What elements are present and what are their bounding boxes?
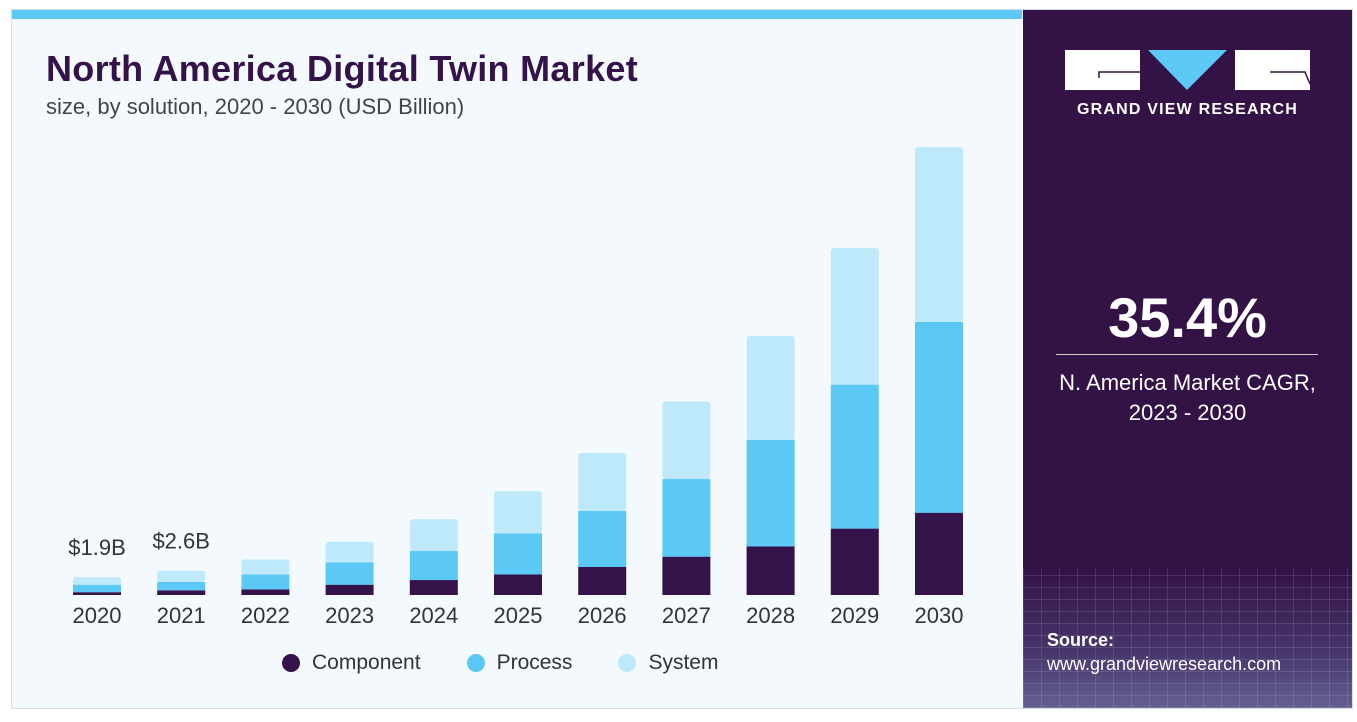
bar-system-2029: [830, 248, 879, 385]
bar-process-2025: [494, 533, 542, 575]
cagr-label-line2: 2023 - 2030: [1128, 400, 1247, 425]
bar-process-2021: [157, 581, 206, 591]
grand-view-research-logo: [1065, 50, 1310, 90]
x-tick-label: 2022: [241, 603, 290, 628]
legend-item-component: Component: [282, 651, 421, 675]
bar-chart: 2020 $1.9B 2021 $2.6B 2022 2023 2024 2025 2026 20…: [68, 147, 964, 628]
bar-process-2023: [325, 562, 374, 585]
bar-component-2025: [494, 574, 542, 595]
x-tick-label: 2028: [746, 603, 795, 628]
chart-subtitle: size, by solution, 2020 - 2030 (USD Bill…: [46, 94, 465, 119]
source: Source: www.grandviewresearch.com: [1047, 628, 1281, 676]
bar-process-2024: [409, 551, 458, 581]
bar-process-2027: [662, 479, 711, 557]
bar-system-2030: [915, 147, 963, 322]
bar-system-2023: [325, 541, 374, 563]
bar-process-2030: [915, 321, 963, 513]
bar-process-2022: [241, 574, 290, 590]
bar-component-2027: [662, 556, 711, 595]
bar-component-2026: [578, 566, 627, 595]
x-tick-label: 2030: [915, 603, 964, 628]
bar-component-2022: [241, 589, 290, 595]
bar-process-2028: [746, 439, 795, 547]
bar-system-2021: [157, 570, 206, 582]
bar-system-2027: [662, 401, 711, 480]
cagr-value: 35.4%: [1108, 286, 1267, 349]
bar-component-2024: [409, 580, 458, 595]
accent-stripe: [12, 10, 1022, 19]
bar-system-2028: [746, 336, 795, 440]
legend-item-process: Process: [466, 651, 573, 675]
legend-swatch: [466, 654, 485, 672]
legend-item-system: System: [618, 651, 718, 675]
cagr-label-line1: N. America Market CAGR,: [1059, 370, 1316, 395]
bar-process-2020: [73, 584, 121, 593]
legend-label: System: [648, 651, 719, 674]
bar-component-2020: [73, 592, 121, 595]
bar-system-2026: [578, 452, 627, 511]
bar-system-2024: [409, 519, 458, 552]
bar-component-2030: [915, 512, 963, 595]
data-label: $2.6B: [152, 529, 210, 554]
source-label: Source:: [1047, 630, 1115, 650]
source-url[interactable]: www.grandviewresearch.com: [1047, 654, 1282, 674]
chart-title: North America Digital Twin Market: [46, 48, 638, 89]
infographic: North America Digital Twin Market size, …: [11, 9, 1353, 709]
bar-system-2022: [241, 559, 290, 575]
side-panel: GRAND VIEW RESEARCH 35.4% N. America Mar…: [1023, 10, 1352, 708]
x-tick-label: 2026: [578, 603, 627, 628]
x-tick-label: 2023: [325, 603, 374, 628]
divider: [1056, 354, 1318, 355]
bar-process-2029: [830, 384, 879, 529]
brand-name: GRAND VIEW RESEARCH: [1076, 101, 1299, 118]
legend-swatch: [618, 654, 637, 672]
legend-label: Component: [312, 651, 421, 674]
bar-component-2028: [746, 546, 795, 595]
x-tick-label: 2021: [157, 603, 206, 628]
data-label: $1.9B: [68, 535, 126, 560]
bar-component-2021: [157, 590, 206, 595]
bar-component-2029: [830, 528, 879, 595]
decorative-grid: [1023, 568, 1352, 708]
legend-swatch: [282, 654, 300, 672]
cagr-label: N. America Market CAGR, 2023 - 2030: [1023, 368, 1352, 428]
bar-process-2026: [578, 510, 627, 567]
x-tick-label: 2029: [830, 603, 879, 628]
bar-system-2025: [494, 491, 542, 534]
bar-system-2020: [73, 577, 121, 585]
x-tick-label: 2020: [73, 603, 122, 628]
x-tick-label: 2025: [494, 603, 543, 628]
x-tick-label: 2027: [662, 603, 711, 628]
bar-component-2023: [325, 584, 374, 595]
legend: Component Process System: [282, 651, 718, 675]
x-tick-label: 2024: [409, 603, 458, 628]
legend-label: Process: [496, 651, 573, 674]
